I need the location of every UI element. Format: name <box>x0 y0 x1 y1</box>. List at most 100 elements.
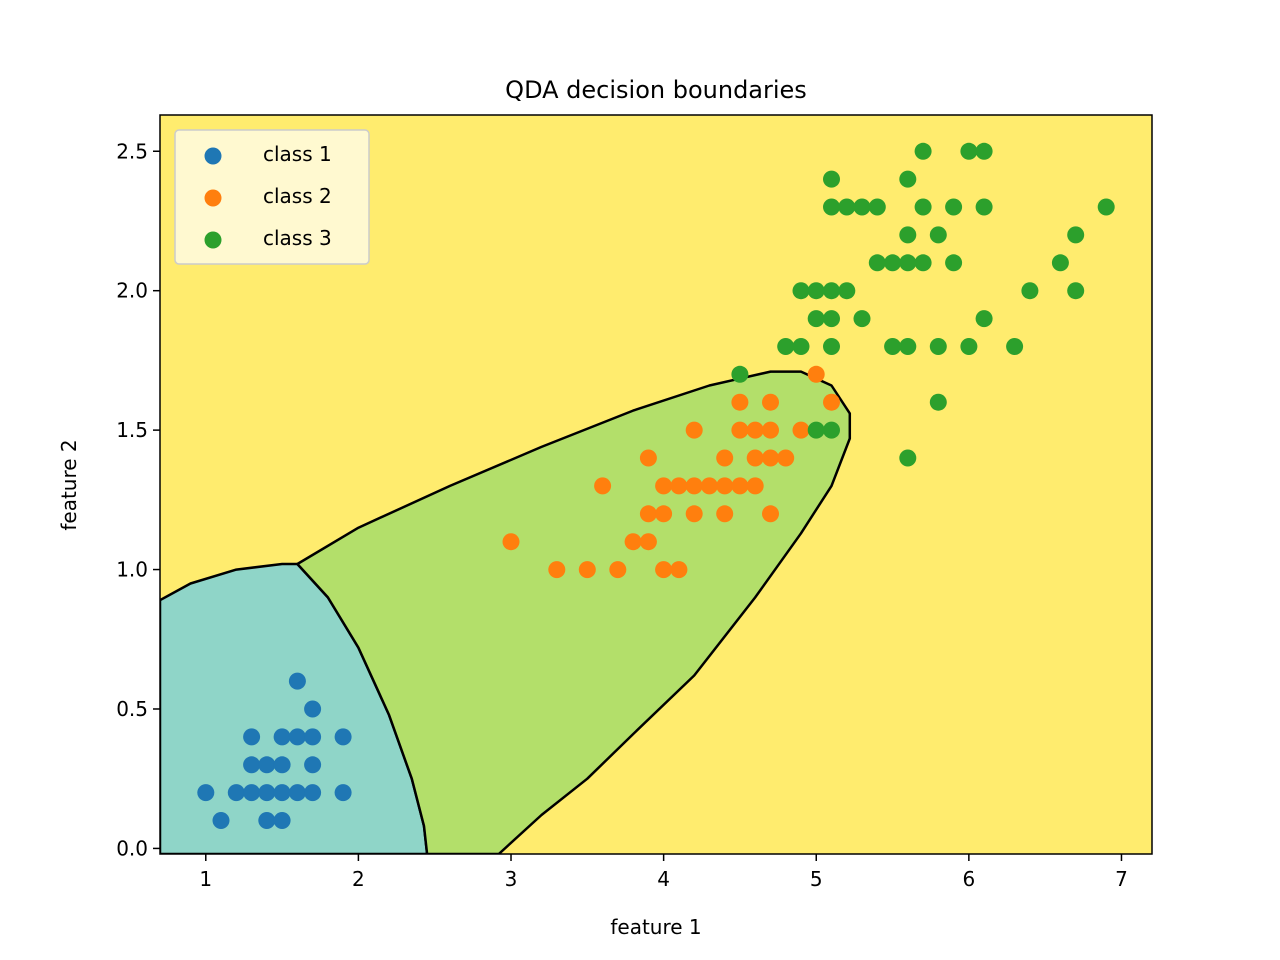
point-class-2 <box>716 505 734 523</box>
point-class-3 <box>914 198 932 216</box>
point-class-2 <box>639 505 657 523</box>
point-class-2 <box>578 561 596 579</box>
y-tick-label: 2.5 <box>116 139 148 163</box>
point-class-2 <box>685 505 703 523</box>
point-class-2 <box>624 533 642 551</box>
y-tick-label: 1.0 <box>116 558 148 582</box>
point-class-2 <box>746 421 764 439</box>
point-class-3 <box>823 282 840 300</box>
point-class-1 <box>227 784 245 802</box>
point-class-1 <box>258 756 276 774</box>
point-class-3 <box>1006 338 1024 355</box>
point-class-3 <box>899 170 917 188</box>
point-class-2 <box>502 533 520 551</box>
point-class-3 <box>792 338 810 355</box>
x-tick-label: 7 <box>1115 867 1128 891</box>
x-tick-label: 6 <box>962 867 975 891</box>
legend-box <box>174 129 370 265</box>
legend-marker <box>204 189 222 207</box>
y-tick-label: 0.5 <box>116 697 148 721</box>
point-class-1 <box>288 728 306 746</box>
point-class-2 <box>655 561 673 579</box>
point-class-3 <box>1067 282 1085 300</box>
x-tick-label: 4 <box>657 867 670 891</box>
point-class-3 <box>884 338 902 355</box>
point-class-1 <box>304 700 322 718</box>
plot-frame <box>159 114 1153 855</box>
point-class-3 <box>1097 198 1115 216</box>
point-class-2 <box>670 477 688 495</box>
point-class-1 <box>304 728 322 746</box>
point-class-3 <box>807 310 825 328</box>
point-class-3 <box>899 254 917 272</box>
point-class-3 <box>975 310 993 328</box>
point-class-2 <box>823 393 840 411</box>
point-class-2 <box>655 477 673 495</box>
point-class-2 <box>716 477 734 495</box>
point-class-3 <box>899 338 917 355</box>
point-class-3 <box>777 338 795 355</box>
point-class-3 <box>823 338 840 355</box>
point-class-1 <box>273 728 291 746</box>
point-class-1 <box>212 812 230 829</box>
chart-title: QDA decision boundaries <box>505 76 807 104</box>
point-class-3 <box>853 198 871 216</box>
point-class-1 <box>258 812 276 829</box>
point-class-3 <box>838 198 856 216</box>
point-class-3 <box>884 254 902 272</box>
point-class-3 <box>960 338 978 355</box>
point-class-3 <box>1051 254 1069 272</box>
point-class-3 <box>929 226 947 244</box>
point-class-3 <box>823 198 840 216</box>
point-class-3 <box>868 198 886 216</box>
point-class-2 <box>746 449 764 467</box>
point-class-2 <box>716 449 734 467</box>
point-class-2 <box>777 449 795 467</box>
point-class-3 <box>807 421 825 439</box>
point-class-1 <box>243 784 261 802</box>
point-class-2 <box>731 393 749 411</box>
point-class-1 <box>304 756 322 774</box>
point-class-3 <box>807 282 825 300</box>
point-class-3 <box>899 226 917 244</box>
point-class-1 <box>334 728 352 746</box>
point-class-3 <box>975 142 993 160</box>
x-tick-label: 1 <box>199 867 212 891</box>
point-class-3 <box>823 310 840 328</box>
legend-label: class 1 <box>263 142 332 166</box>
point-class-3 <box>960 142 978 160</box>
y-tick-label: 0.0 <box>116 836 148 860</box>
point-class-1 <box>288 672 306 690</box>
point-class-1 <box>304 784 322 802</box>
legend-marker <box>204 147 222 165</box>
point-class-3 <box>823 170 840 188</box>
point-class-3 <box>945 254 963 272</box>
point-class-2 <box>762 449 779 467</box>
point-class-2 <box>762 421 779 439</box>
x-tick-label: 5 <box>810 867 823 891</box>
point-class-1 <box>258 784 276 802</box>
point-class-2 <box>792 421 810 439</box>
point-class-3 <box>1067 226 1085 244</box>
point-class-1 <box>243 728 261 746</box>
x-axis-label: feature 1 <box>610 915 701 939</box>
point-class-2 <box>685 421 703 439</box>
y-tick-label: 1.5 <box>116 418 148 442</box>
point-class-2 <box>670 561 688 579</box>
legend-label: class 3 <box>263 226 332 250</box>
point-class-2 <box>746 477 764 495</box>
point-class-3 <box>929 393 947 411</box>
point-class-3 <box>899 449 917 467</box>
point-class-3 <box>914 254 932 272</box>
x-tick-label: 2 <box>352 867 365 891</box>
point-class-2 <box>639 533 657 551</box>
point-class-2 <box>731 477 749 495</box>
y-tick-label: 2.0 <box>116 279 148 303</box>
point-class-3 <box>853 310 871 328</box>
point-class-1 <box>243 756 261 774</box>
point-class-2 <box>655 505 673 523</box>
y-axis-label: feature 2 <box>57 439 81 530</box>
point-class-3 <box>792 282 810 300</box>
point-class-2 <box>639 449 657 467</box>
